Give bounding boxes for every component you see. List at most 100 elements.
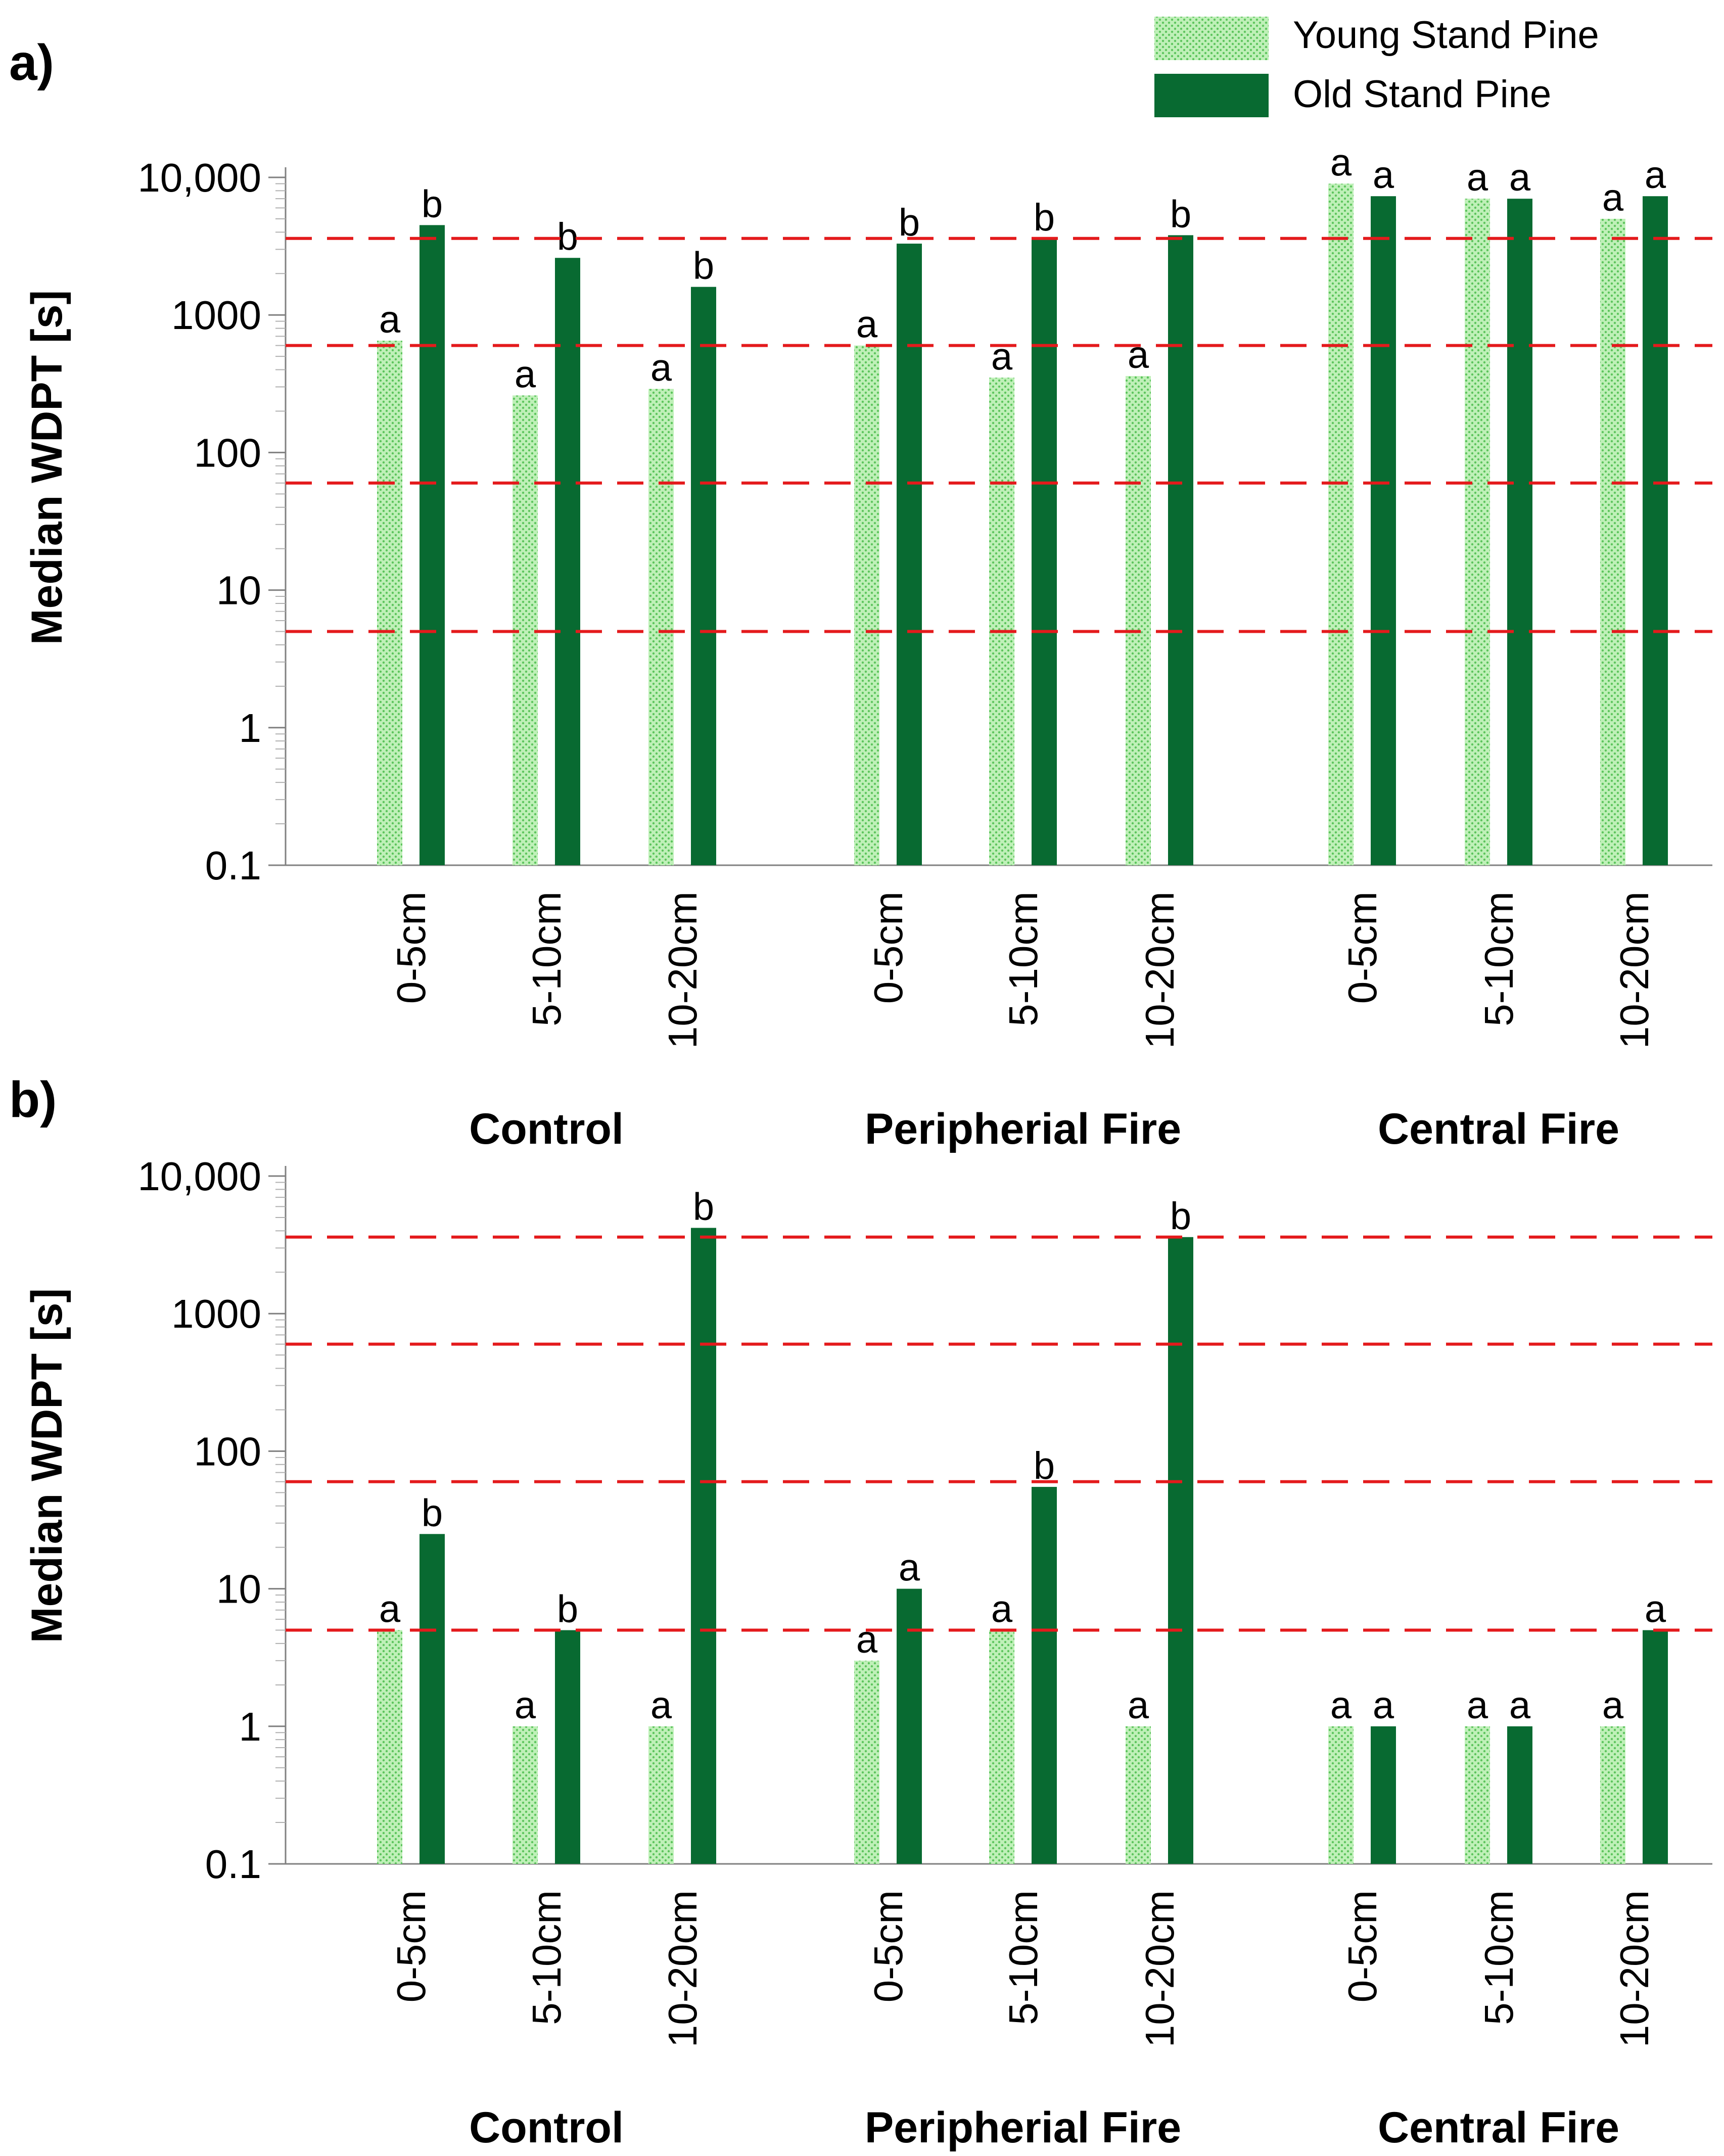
significance-label: b [693, 245, 714, 288]
category-label: 10-20cm [660, 1890, 705, 2047]
significance-label: b [1034, 196, 1055, 239]
bar-old-stand [691, 1228, 716, 1864]
category-label: 5-10cm [1476, 1890, 1521, 2025]
bar-old-stand [1168, 235, 1193, 865]
significance-label: a [379, 298, 401, 341]
significance-label: a [1645, 1588, 1666, 1631]
bar-young-stand [1465, 199, 1490, 865]
bar-young-stand [854, 345, 879, 866]
y-tick-label: 1 [239, 1704, 262, 1749]
category-label: 10-20cm [1137, 1890, 1182, 2047]
panel-b-group-labels: Control Peripherial Fire Central Fire [469, 2103, 1619, 2152]
significance-label: a [1330, 141, 1352, 184]
significance-label: a [1602, 176, 1624, 219]
panel-b-y-axis-title: Median WDPT [s] [23, 1288, 71, 1643]
bar-young-stand [1600, 218, 1625, 865]
legend: Young Stand Pine Old Stand Pine [1154, 14, 1599, 117]
bar-old-stand [1371, 1726, 1396, 1864]
y-tick-label: 1 [239, 706, 262, 751]
significance-label: b [1170, 193, 1191, 236]
category-label: 10-20cm [1137, 892, 1182, 1049]
bar-old-stand [555, 258, 580, 865]
legend-young-label: Young Stand Pine [1293, 14, 1599, 57]
significance-label: a [856, 303, 878, 346]
category-label: 0-5cm [1340, 1890, 1385, 2002]
bar-old-stand [1643, 196, 1668, 866]
legend-old-label: Old Stand Pine [1293, 73, 1551, 116]
category-label: 0-5cm [389, 1890, 434, 2002]
significance-label: a [1467, 156, 1488, 199]
bar-old-stand [897, 244, 922, 865]
significance-label: a [1467, 1684, 1488, 1727]
group-label-central-fire: Central Fire [1378, 2103, 1619, 2152]
bar-young-stand [377, 341, 402, 865]
legend-young-swatch [1154, 17, 1269, 60]
bar-young-stand [648, 1726, 674, 1864]
y-tick-label: 10 [216, 1567, 261, 1612]
panel-a-y-axis-title: Median WDPT [s] [23, 290, 71, 645]
category-label: 10-20cm [1612, 1890, 1657, 2047]
category-label: 0-5cm [389, 892, 434, 1004]
significance-label: a [515, 1684, 536, 1727]
panel-a-group-labels: Control Peripherial Fire Central Fire [469, 1105, 1619, 1153]
group-label-control: Control [469, 2103, 624, 2152]
bar-young-stand [1126, 1726, 1151, 1864]
significance-label: a [1128, 1684, 1149, 1727]
significance-label: a [1645, 154, 1666, 197]
significance-label: a [1602, 1684, 1624, 1727]
bar-old-stand [1371, 196, 1396, 866]
significance-label: a [899, 1546, 920, 1589]
bar-old-stand [1507, 1726, 1532, 1864]
group-label-central-fire: Central Fire [1378, 1105, 1619, 1153]
significance-label: b [693, 1186, 714, 1229]
bar-young-stand [512, 1726, 538, 1864]
significance-label: a [379, 1588, 401, 1631]
significance-label: a [1373, 154, 1394, 197]
y-tick-label: 10 [216, 568, 261, 613]
category-label: 0-5cm [1340, 892, 1385, 1004]
significance-label: a [1509, 1684, 1531, 1727]
panel-a-label: a) [9, 34, 54, 91]
bar-young-stand [854, 1660, 879, 1864]
y-tick-label: 10,000 [137, 1154, 261, 1199]
bar-young-stand [1328, 1726, 1354, 1864]
category-label: 10-20cm [1612, 892, 1657, 1049]
significance-label: a [856, 1618, 878, 1661]
group-label-peripherial-fire: Peripherial Fire [865, 2103, 1181, 2152]
significance-label: b [557, 215, 578, 258]
panel-a-category-labels: 0-5cm 5-10cm 10-20cm 0-5cm 5-10cm 10-20c… [389, 892, 1657, 1049]
y-tick-label: 1000 [171, 1291, 261, 1336]
panel-a-y-tick-labels: 0.1 1 10 100 1000 10,000 [137, 155, 261, 888]
panel-b-label: b) [9, 1071, 57, 1128]
group-label-control: Control [469, 1105, 624, 1153]
bar-young-stand [1328, 183, 1354, 865]
category-label: 0-5cm [866, 892, 911, 1004]
y-tick-label: 100 [194, 430, 261, 475]
y-tick-label: 1000 [171, 293, 261, 338]
category-label: 5-10cm [1476, 892, 1521, 1026]
category-label: 5-10cm [1001, 892, 1046, 1026]
category-label: 10-20cm [660, 892, 705, 1049]
bar-young-stand [1126, 376, 1151, 865]
bar-old-stand [1507, 199, 1532, 865]
y-tick-label: 100 [194, 1429, 261, 1474]
group-label-peripherial-fire: Peripherial Fire [865, 1105, 1181, 1153]
bar-old-stand [1032, 1487, 1057, 1864]
significance-label: b [557, 1588, 578, 1631]
bar-old-stand [897, 1588, 922, 1864]
significance-label: a [1509, 156, 1531, 199]
significance-label: a [991, 1588, 1013, 1631]
bar-young-stand [648, 389, 674, 865]
category-label: 5-10cm [1001, 1890, 1046, 2025]
bar-old-stand [691, 287, 716, 865]
significance-label: b [422, 182, 443, 225]
y-tick-label: 10,000 [137, 155, 261, 200]
bar-old-stand [1643, 1630, 1668, 1864]
bar-old-stand [1032, 238, 1057, 866]
significance-label: a [515, 353, 536, 396]
significance-label: a [1373, 1684, 1394, 1727]
significance-label: a [991, 335, 1013, 378]
bar-young-stand [989, 378, 1014, 865]
